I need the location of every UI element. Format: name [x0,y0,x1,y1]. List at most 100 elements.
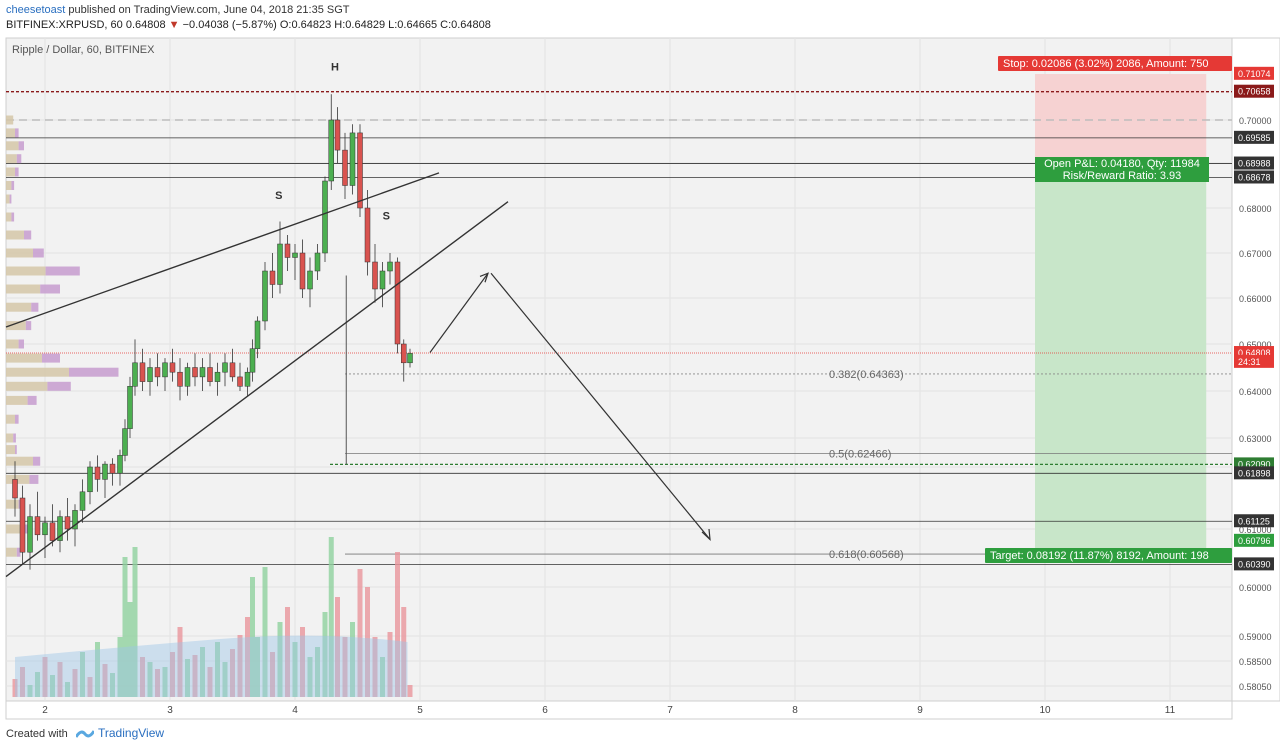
volume-profile-bar-up [6,248,33,258]
volume-bar [132,547,138,697]
candle-body [394,261,401,345]
author-link[interactable]: cheesetoast [6,4,66,16]
candle-body [109,463,116,474]
volume-bar [342,637,348,697]
volume-bar [315,647,320,697]
target-label-bg [985,548,1232,563]
volume-bar [42,657,48,697]
volume-ma-area [15,635,408,697]
candle-body [322,180,328,254]
volume-profile-bar-up [6,547,17,557]
volume-bar [407,685,413,697]
volume-profile-bar-up [6,524,24,534]
y-tick-label: 0.66000 [1239,294,1272,304]
candle-body [334,119,341,151]
volume-profile-bar-up [6,395,28,405]
pattern-label: H [331,62,339,74]
volume-bar [230,649,235,697]
volume-profile-bar-up [6,321,26,331]
volume-bar [262,567,268,697]
footer [0,720,1280,749]
volume-profile-bar-up [6,367,69,377]
volume-bar [207,667,213,697]
tradingview-logo-icon [76,729,94,738]
volume-profile-bar-up [6,353,42,363]
volume-profile-bar-down [33,248,44,258]
volume-profile-bar-up [6,302,32,312]
risk-reward-label: Risk/Reward Ratio: 3.93 [1063,170,1182,182]
volume-bar [237,635,243,697]
candle-body [64,516,71,530]
candle-body [357,132,363,209]
price-axis-badge-text: 0.64808 [1238,348,1271,358]
publish-header [0,0,1280,36]
y-tick-label: 0.61000 [1239,525,1272,535]
volume-bar [110,673,115,697]
projection-arrow-up [429,272,489,353]
volume-profile-bar-down [25,321,32,331]
volume-profile-bar-down [47,381,71,391]
volume-bar [80,652,85,697]
volume-bar [395,552,400,697]
price-chart[interactable]: 0.700000.690000.680000.670000.660000.650… [0,36,1280,756]
volume-bar [12,679,18,697]
price-axis-badge [1234,156,1274,170]
candle-body [277,243,283,285]
x-tick-label: 4 [292,705,298,716]
target-zone [1035,177,1207,553]
volume-profile-bar-down [15,445,17,455]
candle-body [387,261,393,272]
candle-body [262,270,268,322]
candle-body [244,371,251,387]
lower-trendline [5,201,509,578]
volume-profile-bar-down [29,474,39,484]
y-tick-label: 0.60000 [1239,583,1272,593]
y-tick-label: 0.67000 [1239,249,1272,259]
volume-bar [185,659,190,697]
price-axis-badge-text: 0.61898 [1238,468,1271,478]
volume-bar [65,682,70,697]
y-tick-label: 0.68000 [1239,204,1272,214]
price-axis-badge [1234,533,1274,547]
x-tick-label: 8 [792,705,798,716]
upper-trendline [5,172,440,328]
volume-bar [127,602,133,697]
volume-bar [20,667,25,697]
candle-body [379,270,386,290]
tradingview-brand: TradingView [98,726,165,740]
candle-body [122,428,128,456]
volume-profile-bar-down [33,456,41,466]
candle-body [162,362,168,378]
pnl-label-bg [1035,157,1209,182]
volume-profile-bar-up [6,433,14,443]
price-axis-badge [1234,466,1274,480]
volume-bar [140,657,145,697]
high-value: H:0.64829 [334,19,386,31]
tradingview-logo[interactable]: TradingView [76,726,164,740]
candle-body [328,119,334,182]
volume-bar [72,669,78,697]
volume-profile-bar-up [6,141,19,151]
volume-profile-bar-down [15,167,19,177]
candle-body [214,371,221,382]
volume-bar [270,652,275,697]
volume-bar [401,607,407,697]
candle-body [12,479,18,499]
candle-body [102,463,108,480]
price-axis-badge [1234,130,1274,144]
candle-body [372,261,378,290]
volume-profile-bar-up [6,128,15,138]
candle-body [139,362,146,382]
volume-profile-bar-up [6,381,48,391]
volume-bar [357,569,363,697]
price-axis-badge-text: 0.62090 [1238,459,1271,469]
volume-bar [177,627,183,697]
fib-label: 0.618(0.60568) [829,549,904,561]
volume-bar [277,622,283,697]
candle-body [127,386,133,429]
volume-profile-bar-down [15,128,19,138]
volume-bar [215,642,220,697]
pattern-label: S [275,190,282,202]
volume-bar [95,642,100,697]
volume-profile-bar-up [6,499,19,509]
